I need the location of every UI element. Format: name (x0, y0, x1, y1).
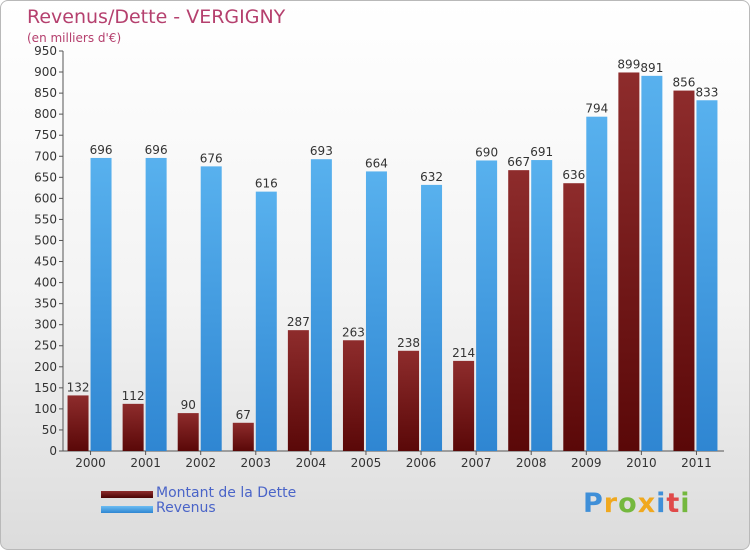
data-label-revenus: 664 (365, 156, 388, 170)
bar-revenus (365, 171, 387, 451)
y-tick-label: 900 (34, 65, 57, 79)
data-label-dette: 67 (236, 408, 251, 422)
data-label-dette: 667 (507, 155, 530, 169)
bar-revenus (641, 75, 663, 451)
bar-dette (673, 90, 695, 451)
data-label-dette: 90 (181, 398, 196, 412)
bar-dette (287, 330, 309, 451)
y-tick-label: 250 (34, 339, 57, 353)
y-tick-label: 450 (34, 255, 57, 269)
data-label-revenus: 794 (585, 102, 608, 116)
x-tick-label: 2008 (516, 456, 547, 470)
data-label-dette: 287 (287, 315, 310, 329)
y-tick-label: 750 (34, 128, 57, 142)
y-tick-label: 500 (34, 233, 57, 247)
bar-dette (177, 413, 199, 451)
data-label-dette: 636 (562, 168, 585, 182)
legend-label-revenus: Revenus (156, 500, 216, 516)
bar-dette (122, 403, 144, 451)
data-label-dette: 263 (342, 325, 365, 339)
bar-revenus (145, 157, 167, 451)
chart-title: Revenus/Dette - VERGIGNY (27, 6, 286, 28)
x-tick-label: 2003 (241, 456, 272, 470)
y-tick-label: 150 (34, 381, 57, 395)
bar-dette (508, 170, 530, 451)
y-tick-label: 550 (34, 212, 57, 226)
y-tick-label: 300 (34, 318, 57, 332)
bar-dette (342, 340, 364, 451)
data-label-dette: 856 (673, 76, 696, 90)
bar-dette (453, 360, 475, 451)
bar-dette (563, 183, 585, 452)
bar-revenus (531, 160, 553, 452)
legend-swatch-revenus (101, 506, 153, 513)
y-tick-label: 650 (34, 170, 57, 184)
y-tick-label: 800 (34, 107, 57, 121)
bar-revenus (255, 191, 277, 451)
data-label-revenus: 891 (640, 61, 663, 75)
y-tick-label: 50 (42, 423, 57, 437)
bar-revenus (421, 184, 443, 452)
data-label-revenus: 833 (696, 85, 719, 99)
y-tick-label: 950 (34, 44, 57, 58)
y-tick-label: 100 (34, 402, 57, 416)
bar-dette (618, 72, 640, 451)
bar-revenus (696, 100, 718, 452)
y-tick-label: 850 (34, 86, 57, 100)
x-tick-label: 2001 (130, 456, 161, 470)
data-label-dette: 214 (452, 346, 475, 360)
bar-revenus (476, 160, 498, 451)
bar-dette (67, 395, 89, 451)
y-tick-label: 350 (34, 297, 57, 311)
x-tick-label: 2009 (571, 456, 602, 470)
data-label-revenus: 696 (90, 143, 113, 157)
x-tick-label: 2000 (75, 456, 106, 470)
bar-revenus (586, 116, 608, 452)
bar-revenus (200, 166, 222, 452)
data-label-revenus: 676 (200, 151, 223, 165)
data-label-revenus: 693 (310, 144, 333, 158)
x-tick-label: 2007 (461, 456, 492, 470)
y-tick-label: 200 (34, 360, 57, 374)
data-label-dette: 238 (397, 336, 420, 350)
x-tick-label: 2006 (406, 456, 437, 470)
x-tick-label: 2002 (185, 456, 216, 470)
y-tick-label: 400 (34, 276, 57, 290)
chart-subtitle: (en milliers d'€) (27, 31, 122, 45)
x-tick-label: 2005 (351, 456, 382, 470)
data-label-dette: 132 (67, 380, 90, 394)
proxiti-logo: Proxiti (583, 488, 691, 519)
data-label-revenus: 691 (530, 145, 553, 159)
x-tick-label: 2004 (296, 456, 327, 470)
data-label-revenus: 632 (420, 170, 443, 184)
data-label-revenus: 690 (475, 145, 498, 159)
bar-revenus (90, 157, 112, 451)
legend-label-dette: Montant de la Dette (156, 485, 297, 501)
y-tick-label: 700 (34, 149, 57, 163)
x-tick-label: 2010 (626, 456, 657, 470)
y-tick-label: 0 (49, 444, 57, 458)
data-label-revenus: 616 (255, 177, 278, 191)
y-tick-label: 600 (34, 191, 57, 205)
legend-swatch-dette (101, 491, 153, 498)
data-label-revenus: 696 (145, 143, 168, 157)
x-tick-label: 2011 (681, 456, 712, 470)
bar-revenus (310, 159, 332, 452)
bar-dette (398, 350, 420, 451)
bar-dette (232, 422, 254, 451)
data-label-dette: 112 (122, 389, 145, 403)
data-label-dette: 899 (617, 57, 640, 71)
